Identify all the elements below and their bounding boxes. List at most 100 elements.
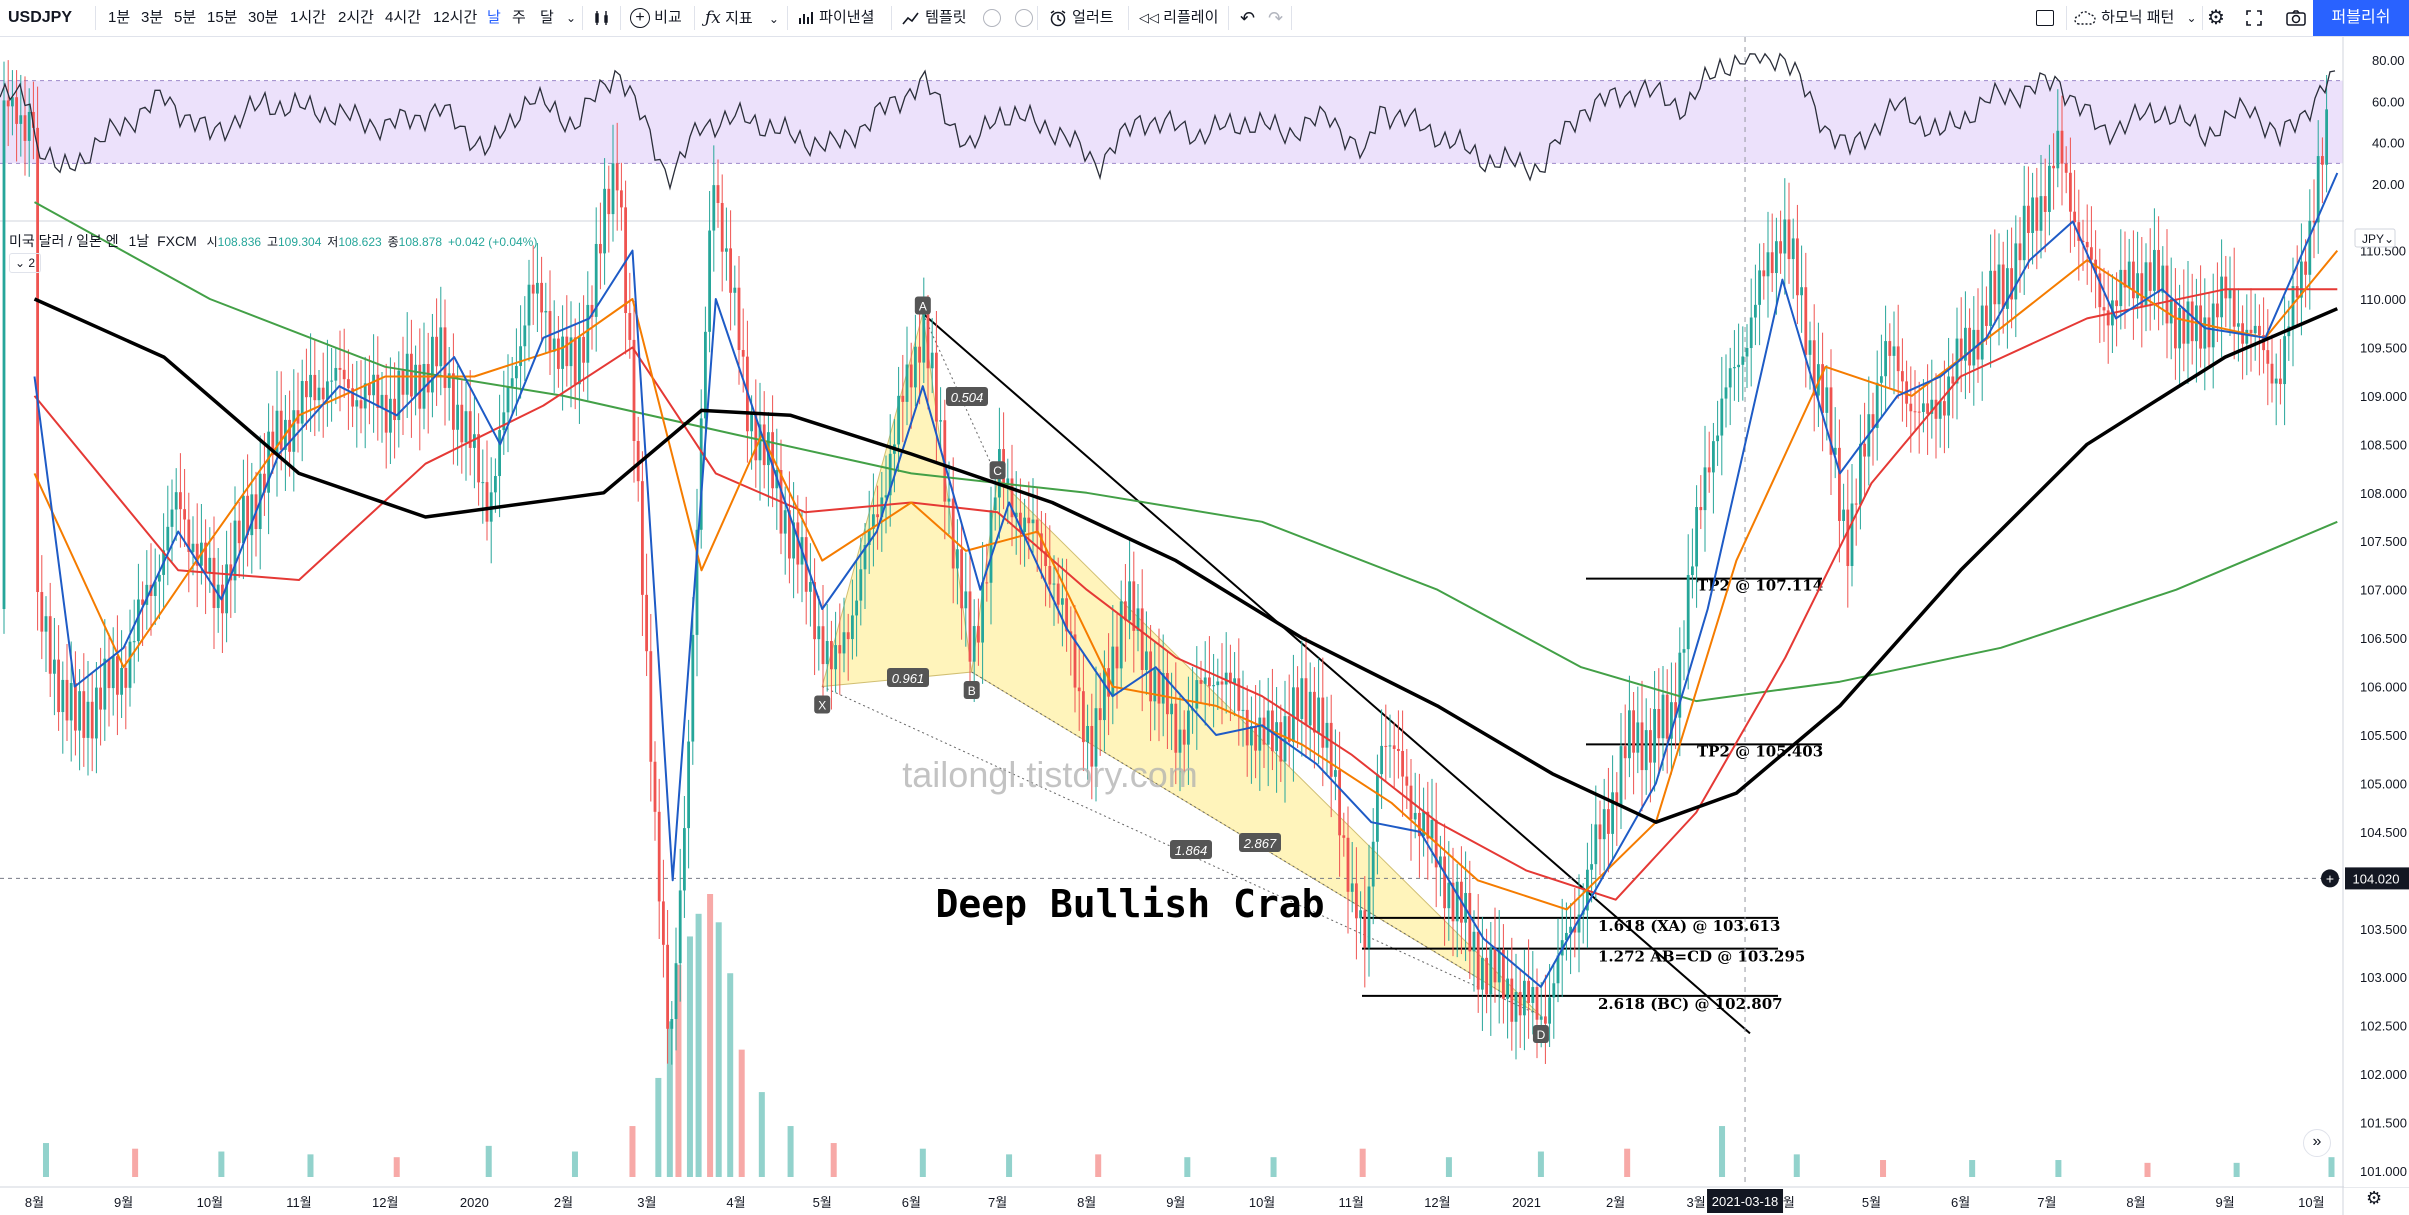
interval-12h[interactable]: 12시간 — [433, 9, 478, 26]
candle-body — [250, 494, 254, 536]
candle-body — [914, 346, 917, 388]
interval-2h[interactable]: 2시간 — [338, 9, 374, 26]
scroll-to-latest-icon[interactable]: » — [2303, 1129, 2331, 1157]
compare-button[interactable]: + 비교 — [630, 0, 682, 36]
candle-body — [1552, 983, 1556, 998]
candle-style-icon[interactable] — [592, 0, 612, 36]
candle-body — [1103, 668, 1106, 721]
interval-30m[interactable]: 30분 — [248, 9, 279, 26]
candle-body — [615, 163, 619, 191]
candle-body — [330, 380, 333, 382]
legend-symbol-name[interactable]: 미국 달러 / 일본 엔 — [9, 233, 119, 249]
pattern-point-marker — [914, 296, 931, 315]
candle-body — [628, 313, 632, 340]
candle-body — [1640, 722, 1644, 771]
candle-body — [557, 338, 560, 369]
candle-body — [229, 564, 233, 581]
candle-body — [813, 582, 816, 640]
ma-red-line — [33, 288, 2338, 901]
candle-body — [2186, 301, 2190, 344]
candle-body — [1712, 441, 1715, 473]
candle-body — [1611, 792, 1614, 834]
axis-settings-gear-icon[interactable]: ⚙ — [2366, 1188, 2383, 1208]
candle-body — [2022, 205, 2026, 261]
candle-body — [1094, 708, 1098, 767]
candle-body — [1665, 694, 1669, 739]
candle-body — [720, 202, 724, 252]
trendline — [922, 312, 1751, 1035]
fullscreen-icon[interactable] — [2245, 0, 2263, 36]
candle-body — [2270, 363, 2274, 384]
candle-body — [1565, 932, 1568, 941]
candle-body — [1166, 672, 1169, 715]
interval-3m[interactable]: 3분 — [141, 9, 164, 26]
interval-week[interactable]: 주 — [512, 9, 526, 26]
candle-body — [1556, 955, 1560, 984]
candle-body — [2161, 265, 2165, 293]
redo-icon[interactable]: ↷ — [1268, 8, 1284, 28]
candle-body — [2073, 211, 2076, 223]
candle-body — [1779, 241, 1782, 254]
financials-button[interactable]: 파이낸셜 — [797, 0, 874, 36]
candle-body — [737, 287, 741, 350]
alert-button[interactable]: 얼러트 — [1048, 0, 1114, 36]
y-tick-label: 102.000 — [2360, 1067, 2407, 1082]
candle-body — [128, 641, 132, 688]
candle-body — [233, 520, 237, 581]
x-tick-label: 8월 — [2126, 1195, 2145, 1210]
indicator-collapse-button[interactable]: ⌄ 2 — [9, 253, 42, 273]
undo-icon[interactable]: ↶ — [1240, 8, 1256, 28]
interval-4h[interactable]: 4시간 — [385, 9, 421, 26]
interval-1m[interactable]: 1분 — [108, 9, 131, 26]
interval-day[interactable]: 날 — [487, 9, 501, 26]
interval-15m[interactable]: 15분 — [207, 9, 238, 26]
candle-body — [1938, 401, 1942, 419]
candle-body — [1644, 730, 1648, 771]
settings-gear-icon[interactable]: ⚙ — [2207, 7, 2225, 29]
candle-body — [40, 592, 44, 632]
x-tick-label: 2월 — [554, 1195, 573, 1210]
candle-body — [657, 811, 661, 902]
interval-dropdown-icon[interactable]: ⌄ — [566, 11, 577, 25]
candle-body — [456, 404, 459, 430]
indicators-button[interactable]: ƒx 지표 ⌄ — [705, 0, 779, 36]
rsi-tick-label: 40.00 — [2372, 136, 2405, 151]
interval-1h[interactable]: 1시간 — [290, 9, 326, 26]
candle-body — [645, 594, 648, 652]
target-level-label: TP2 @ 107.114 — [1697, 577, 1823, 595]
volume-bar — [1359, 1148, 1366, 1177]
candle-body — [288, 419, 291, 452]
candle-body — [523, 325, 527, 347]
candle-body — [393, 398, 396, 421]
candle-body — [1044, 551, 1047, 567]
candle-body — [922, 313, 926, 363]
candle-body — [851, 615, 854, 640]
currency-badge — [2354, 228, 2396, 248]
candle-body — [1384, 745, 1388, 747]
harmonic-pattern-button[interactable]: 하모닉 패턴 ⌄ — [2073, 0, 2197, 36]
candle-body — [153, 581, 157, 596]
y-tick-label: 105.500 — [2360, 728, 2407, 743]
layout-icon[interactable] — [2036, 0, 2054, 36]
candle-body — [1195, 680, 1199, 709]
candle-body — [242, 495, 245, 544]
candle-body — [620, 190, 623, 208]
interval-5m[interactable]: 5분 — [174, 9, 197, 26]
candle-body — [510, 378, 514, 387]
symbol-search[interactable]: USDJPY — [8, 9, 73, 26]
replay-button[interactable]: ◁◁ 리플레이 — [1139, 0, 1218, 36]
chart-canvas[interactable]: TP2 @ 107.114 TP2 @ 105.403 1.618 (XA) @ 1… — [0, 37, 2409, 1215]
publish-button[interactable]: 퍼블리쉬 — [2313, 0, 2409, 36]
camera-icon[interactable] — [2285, 0, 2307, 36]
volume-bar — [485, 1145, 492, 1177]
ratio-label: 0.504 — [951, 390, 984, 405]
candle-body — [1590, 864, 1593, 870]
rsi-tick-label: 80.00 — [2372, 53, 2405, 68]
candle-body — [2245, 329, 2249, 344]
financials-label: 파이낸셜 — [819, 9, 875, 26]
interval-month[interactable]: 달 — [540, 9, 554, 26]
x-tick-label: 2020 — [460, 1195, 489, 1210]
pattern-point-label: B — [968, 684, 976, 698]
templates-button[interactable]: 템플릿 — [901, 0, 1033, 36]
candle-body — [263, 473, 266, 493]
